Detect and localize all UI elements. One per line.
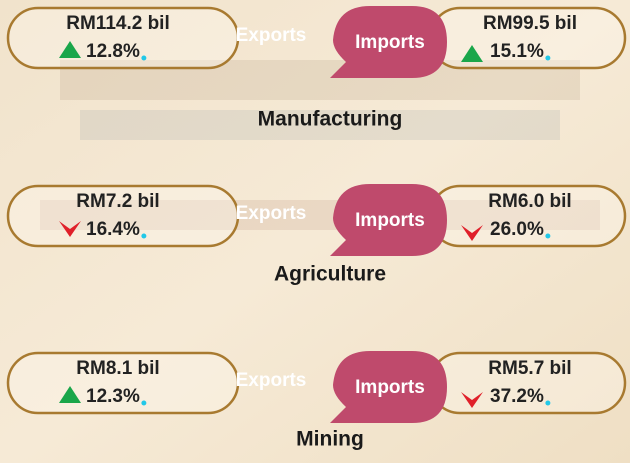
infographic: Exports Imports RM114.2 bil 12.8% RM99.5 bil… [0,0,630,463]
exports-value: RM114.2 bil [66,13,170,34]
accent-dot [545,56,550,61]
exports-change: 16.4% [86,219,140,240]
imports-change: 37.2% [490,386,544,407]
accent-dot [141,401,146,406]
exports-label: Exports [236,25,307,46]
imports-label: Imports [355,210,425,231]
accent-dot [545,401,550,406]
accent-dot [141,56,146,61]
exports-change: 12.3% [86,386,140,407]
sector-label: Mining [296,428,364,451]
exports-label: Exports [236,203,307,224]
imports-value: RM6.0 bil [488,191,571,212]
accent-dot [545,234,550,239]
sector-label: Agriculture [274,263,386,286]
exports-change: 12.8% [86,41,140,62]
exports-value: RM7.2 bil [76,191,159,212]
exports-value: RM8.1 bil [76,358,159,379]
imports-change: 15.1% [490,41,544,62]
sector-label: Manufacturing [258,108,403,131]
imports-value: RM99.5 bil [483,13,577,34]
exports-label: Exports [236,370,307,391]
imports-change: 26.0% [490,219,544,240]
accent-dot [141,234,146,239]
imports-label: Imports [355,377,425,398]
imports-value: RM5.7 bil [488,358,571,379]
imports-label: Imports [355,32,425,53]
